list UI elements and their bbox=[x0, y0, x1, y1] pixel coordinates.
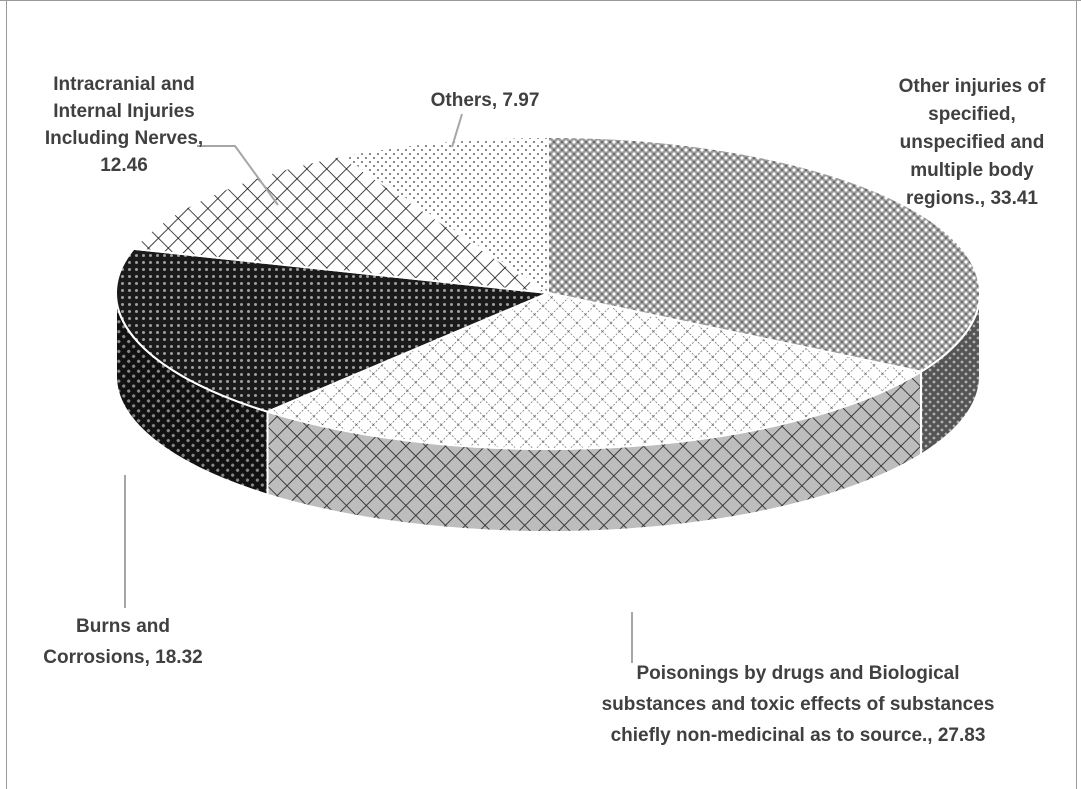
leader-line-others bbox=[451, 113, 463, 148]
pie-slice-poisonings bbox=[264, 291, 924, 450]
pie-tops bbox=[115, 135, 981, 450]
pie-sides bbox=[115, 292, 981, 533]
pie-slice-others bbox=[337, 135, 549, 295]
pie-slice-burns bbox=[115, 247, 552, 413]
data-label-other-injuries: Other injuries of specified, unspecified a… bbox=[899, 76, 1046, 209]
data-label-poisonings: Poisonings by drugs and Biological substa… bbox=[602, 663, 995, 746]
pie-slice-other-injuries bbox=[547, 135, 981, 373]
pie-labels: Other injuries of specified, unspecified a… bbox=[43, 74, 1046, 746]
data-label-intracranial: Intracranial and Internal Injuries Includi… bbox=[45, 74, 203, 176]
data-label-others: Others, 7.97 bbox=[431, 90, 540, 111]
leader-line-intracranial bbox=[197, 145, 279, 206]
pie-slice-intracranial bbox=[131, 155, 549, 294]
data-label-burns: Burns and Corrosions, 18.32 bbox=[43, 616, 202, 668]
pie-leaders bbox=[124, 113, 633, 663]
